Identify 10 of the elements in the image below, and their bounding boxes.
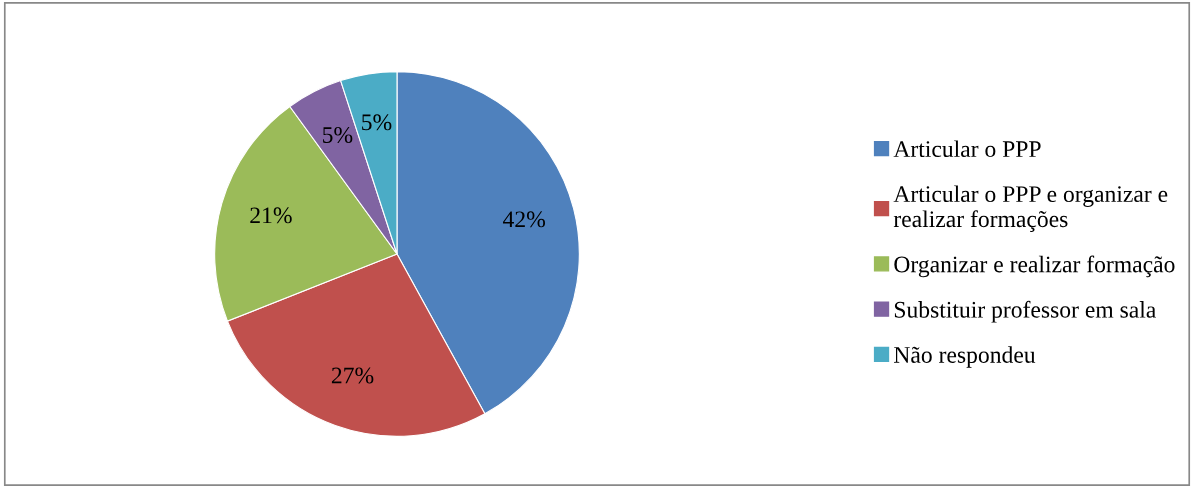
legend-label: Substituir professor em sala: [894, 300, 1156, 323]
legend-label: Não respondeu: [894, 346, 1036, 368]
data-label: 27%: [331, 367, 374, 384]
data-label: 42%: [502, 211, 545, 228]
legend-label: Articular o PPP: [893, 140, 1041, 158]
data-label: 5%: [362, 114, 392, 131]
legend-label: Organizar e realizar formação: [894, 255, 1175, 278]
data-label: 21%: [250, 207, 292, 224]
legend-label: Articular o PPP e organizar e realizar formações: [893, 185, 1168, 232]
data-label: 5%: [323, 126, 353, 143]
